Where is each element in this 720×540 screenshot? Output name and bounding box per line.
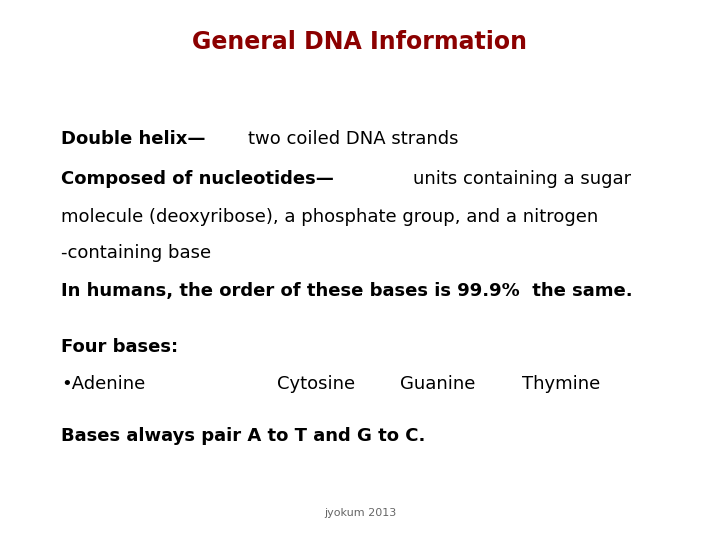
Text: two coiled DNA strands: two coiled DNA strands	[248, 130, 458, 147]
Text: In humans, the order of these bases is 99.9%  the same.: In humans, the order of these bases is 9…	[61, 282, 633, 300]
Text: Guanine: Guanine	[400, 375, 475, 393]
Text: -containing base: -containing base	[61, 244, 212, 262]
Text: •Adenine: •Adenine	[61, 375, 145, 393]
Text: molecule (deoxyribose), a phosphate group, and a nitrogen: molecule (deoxyribose), a phosphate grou…	[61, 208, 598, 226]
Text: Cytosine: Cytosine	[277, 375, 356, 393]
Text: Double helix—: Double helix—	[61, 130, 206, 147]
Text: Bases always pair A to T and G to C.: Bases always pair A to T and G to C.	[61, 427, 426, 444]
Text: General DNA Information: General DNA Information	[192, 30, 528, 53]
Text: Four bases:: Four bases:	[61, 338, 179, 355]
Text: jyokum 2013: jyokum 2013	[324, 508, 396, 518]
Text: units containing a sugar: units containing a sugar	[413, 170, 631, 188]
Text: Thymine: Thymine	[522, 375, 600, 393]
Text: Composed of nucleotides—: Composed of nucleotides—	[61, 170, 334, 188]
